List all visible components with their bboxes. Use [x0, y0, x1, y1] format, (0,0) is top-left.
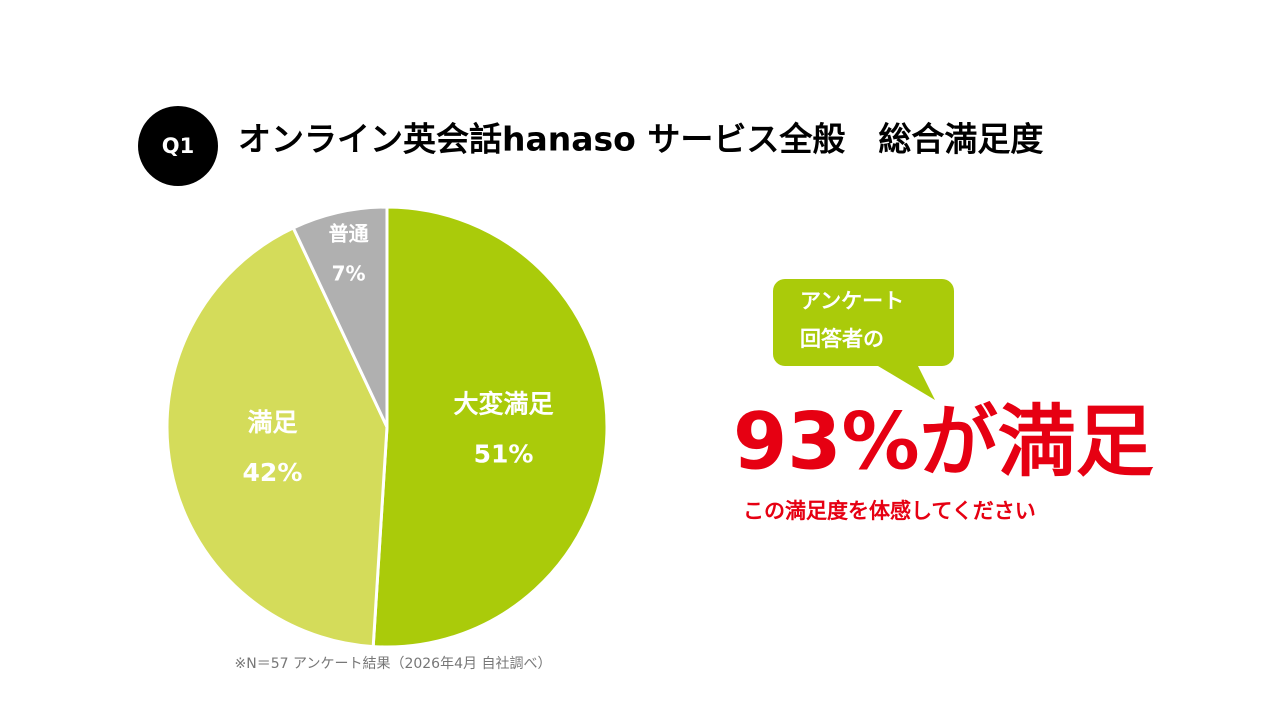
badge-circle: [138, 106, 218, 186]
callout-bubble: [773, 279, 954, 400]
subline: この満足度を体感してください: [743, 499, 1036, 523]
slice-value: 42%: [243, 458, 303, 487]
callout-line: アンケート: [800, 289, 904, 313]
pie-slice: [165, 225, 389, 649]
footnote: ※N＝57 アンケート結果（2026年4月 自社調べ）: [235, 656, 552, 672]
slice-label: 普通: [329, 222, 369, 246]
slice-label: 大変満足: [454, 390, 554, 419]
slice-value: 7%: [332, 262, 366, 286]
callout-line: 回答者の: [800, 327, 884, 351]
pie-slice: [371, 205, 609, 649]
pie-slice: [291, 205, 389, 428]
slice-label: 満足: [247, 408, 297, 437]
badge-text: Q1: [162, 134, 194, 158]
headline: 93%が満足: [733, 397, 1154, 487]
pie: 大変満足 51% 満足 42% 普通 7%: [165, 205, 609, 649]
slice-value: 51%: [474, 440, 534, 469]
chart-title: オンライン英会話hanaso サービス全般 総合満足度: [238, 120, 1043, 159]
